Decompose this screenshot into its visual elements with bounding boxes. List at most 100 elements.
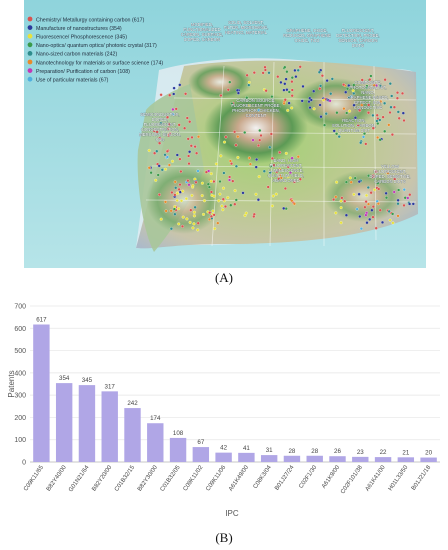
topic-label: YELLOW FLUORESCENT, DOPED, SENSITIVE, CARBO…	[369, 164, 410, 184]
patent-dot	[279, 80, 283, 84]
patent-dot	[177, 123, 181, 127]
topic-label: CARBON SOURCE, FLUORESCENT PROBE, PHOSPHOR…	[231, 98, 280, 118]
patent-dot	[320, 74, 324, 78]
patent-dot	[257, 175, 261, 179]
patent-dot	[178, 157, 182, 161]
patent-dot	[244, 211, 248, 215]
patent-dot	[283, 82, 287, 86]
patent-dot	[270, 95, 274, 99]
patent-dot	[286, 165, 290, 169]
patent-dot	[352, 192, 356, 196]
patent-dot	[159, 121, 163, 125]
legend-item: Use of particular materials (67)	[27, 76, 109, 84]
patent-dot	[372, 83, 376, 87]
patent-dot	[356, 123, 360, 127]
x-tick-label: C02F101/38	[340, 464, 364, 495]
patent-dot	[384, 191, 388, 195]
patent-dot	[190, 135, 194, 139]
patent-dot	[158, 141, 162, 145]
bar	[215, 452, 232, 462]
patent-dot	[165, 115, 170, 119]
x-tick-label: C02F1/30	[298, 464, 318, 490]
patent-dot	[220, 204, 224, 208]
patent-dot	[286, 108, 290, 112]
patent-dot	[300, 99, 304, 103]
patent-dot	[254, 165, 258, 169]
bar	[397, 457, 415, 462]
patent-dot	[290, 199, 294, 203]
patent-dot	[222, 171, 226, 175]
patent-dot	[181, 215, 185, 219]
terrain-hill-1	[188, 64, 252, 100]
patent-dot	[233, 130, 237, 134]
x-tick-label: C09K11/02	[183, 464, 205, 492]
patent-dot	[175, 191, 179, 196]
patent-dot	[375, 113, 379, 117]
patent-dot	[180, 224, 185, 228]
patent-dot	[156, 173, 160, 177]
patent-dot	[217, 199, 221, 203]
patent-dot	[152, 129, 156, 133]
patent-dot	[364, 213, 368, 217]
patent-dot	[269, 164, 273, 168]
patent-dot	[287, 101, 291, 105]
patent-dot	[364, 142, 368, 146]
patent-dot	[167, 122, 171, 126]
patent-dot	[349, 95, 354, 99]
bar-value-label: 26	[334, 448, 341, 455]
patent-dot	[188, 120, 192, 124]
patent-dot	[395, 96, 399, 100]
patent-dot	[171, 112, 175, 116]
patent-dot	[298, 65, 302, 69]
patent-dot	[370, 208, 374, 212]
patent-dot	[351, 89, 355, 93]
patent-dot	[359, 227, 363, 231]
x-tick-label: C08K3/04	[253, 464, 274, 490]
patent-dot	[275, 170, 279, 174]
patent-dot	[241, 191, 245, 195]
patent-dot	[284, 207, 288, 211]
patent-dot	[390, 133, 394, 137]
patent-dot	[191, 226, 195, 230]
patent-dot	[388, 218, 392, 222]
patent-dot	[361, 135, 366, 139]
legend-swatch	[27, 59, 33, 65]
patent-dot	[247, 80, 251, 84]
patent-dot	[256, 143, 261, 148]
patent-dot	[367, 174, 371, 178]
patent-dot	[193, 205, 197, 209]
patent-dot	[209, 214, 213, 218]
patent-dot	[296, 155, 300, 159]
bar	[420, 457, 437, 462]
patent-dot	[147, 166, 151, 170]
patent-dot	[290, 94, 294, 98]
patent-dot	[369, 74, 373, 78]
y-tick-label: 100	[14, 437, 26, 444]
patent-dot	[348, 109, 352, 113]
patent-dot	[173, 193, 177, 197]
patent-dot	[153, 151, 157, 155]
patent-dot	[207, 185, 211, 189]
patent-dot	[292, 202, 296, 206]
patent-dot	[195, 151, 199, 155]
patent-dot	[166, 127, 171, 131]
patent-dot	[258, 128, 262, 133]
patent-dot	[235, 88, 239, 92]
patent-dot	[174, 107, 178, 111]
patent-dot	[396, 214, 400, 218]
x-tick-label: A61K9/00	[321, 464, 341, 490]
patent-dot	[169, 227, 173, 231]
patent-dot	[163, 167, 168, 171]
topic-label: SOLID, SOLVENT, FILTER, MICROWAVE, HEATING…	[224, 20, 269, 35]
bar-value-label: 317	[105, 383, 116, 390]
patent-dot	[187, 154, 191, 158]
patent-dot	[296, 68, 300, 72]
patent-dot	[157, 164, 161, 168]
patent-dot	[345, 87, 350, 91]
bar-value-label: 21	[402, 449, 409, 456]
legend-item: Manufacture of nanostructures (354)	[27, 25, 122, 32]
patent-dot	[179, 169, 183, 174]
patent-dot	[245, 96, 249, 100]
patent-dot	[353, 176, 357, 180]
patent-dot	[312, 107, 316, 111]
